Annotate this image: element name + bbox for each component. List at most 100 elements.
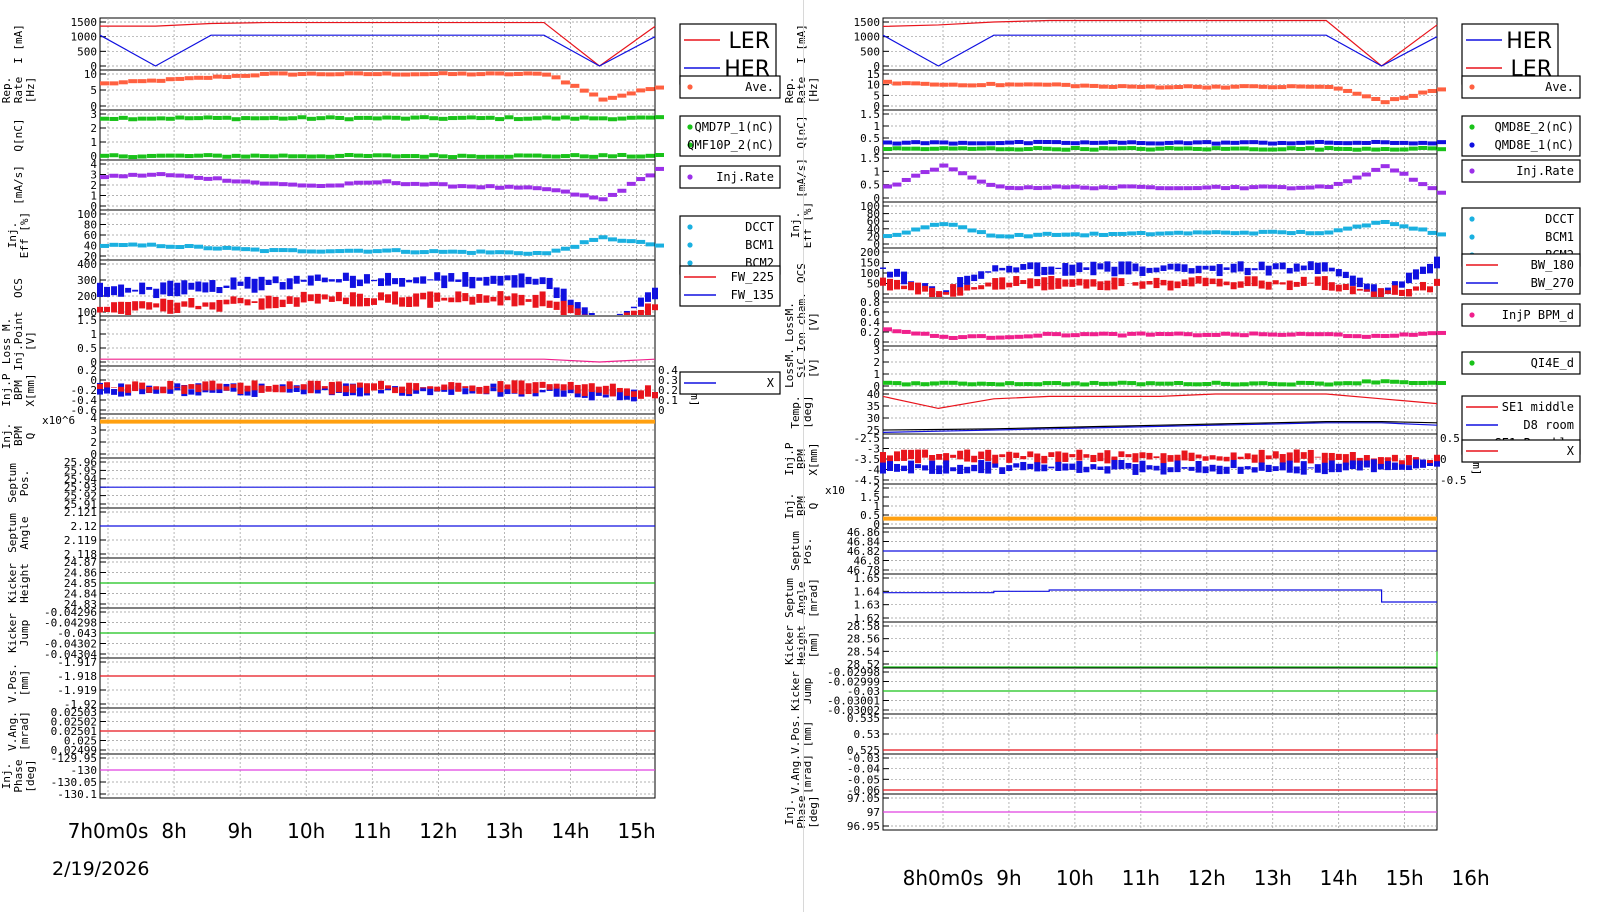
series-dot: [495, 250, 505, 255]
y-tick-label: 20: [84, 250, 97, 263]
legend-swatch: [1469, 216, 1475, 222]
series-dot: [1042, 231, 1052, 236]
series-dot: [589, 154, 599, 159]
panel-frame: [882, 753, 1438, 795]
series-dot: [920, 382, 930, 387]
series-dot: [1267, 332, 1277, 337]
series-dot: [1361, 146, 1371, 151]
y-tick-label: 4: [90, 412, 97, 425]
series-dot: [645, 87, 655, 92]
x-tick-label: 9h: [227, 819, 252, 843]
series-dot: [892, 232, 902, 237]
series-dot: [1089, 231, 1099, 236]
date-label: 2/19/2026: [52, 858, 150, 880]
series-dot: [203, 153, 213, 158]
series-dot: [1202, 382, 1212, 387]
y-tick-label: -0.2: [71, 384, 98, 397]
series-dot: [1286, 231, 1296, 236]
series-dot: [1427, 88, 1437, 93]
series-dot: [1239, 382, 1249, 387]
series-line: [883, 758, 1438, 791]
y-tick-label: 2: [873, 482, 880, 495]
series-dot: [495, 154, 505, 159]
y-exponent: x10^6: [42, 414, 75, 427]
series-dot: [892, 182, 902, 187]
series-dot: [1408, 146, 1418, 151]
y-axis-label: [V]: [24, 331, 37, 351]
series-dot: [203, 75, 213, 80]
series-dot: [1418, 182, 1428, 187]
series-dot: [1164, 85, 1174, 90]
y-tick-label: 46.86: [847, 526, 880, 539]
series-dot: [1192, 230, 1202, 235]
series-dot: [1033, 146, 1043, 151]
y2-tick-label: 0.4: [658, 364, 678, 377]
y-tick-label: 25.95: [64, 464, 97, 477]
series-dot: [353, 153, 363, 158]
series-dot: [1352, 381, 1362, 386]
y-tick-label: 46.82: [847, 545, 880, 558]
y-tick-label: 0: [873, 60, 880, 73]
y-axis-label: Angle: [18, 516, 31, 549]
series-dot: [1249, 140, 1259, 145]
series-dot: [382, 115, 392, 120]
series-dot: [1296, 185, 1306, 190]
y-axis-label: [deg]: [801, 395, 814, 428]
series-dot: [1070, 333, 1080, 338]
series-dot: [1023, 185, 1033, 190]
y-axis-label: OCS: [795, 263, 808, 283]
series-dot: [1080, 382, 1090, 387]
series-dot: [1437, 87, 1446, 92]
y-tick-label: 80: [84, 219, 97, 232]
legend-box: [679, 115, 781, 157]
series-dot: [1277, 230, 1287, 235]
series-dot: [231, 246, 241, 251]
series-dot: [892, 141, 902, 146]
series-dot: [259, 249, 269, 254]
legend-swatch: [687, 124, 693, 130]
series-dot: [118, 115, 128, 120]
series-dot: [1127, 331, 1137, 336]
legend-swatch: [1469, 234, 1475, 240]
series-dot: [1267, 85, 1277, 90]
series-dot: [883, 327, 892, 332]
series-dot: [655, 85, 664, 90]
series-dot: [1296, 140, 1306, 145]
series-dot: [1408, 177, 1418, 182]
series-dot: [1230, 84, 1240, 89]
series-dot: [1070, 232, 1080, 237]
y-tick-label: 2.121: [64, 506, 97, 519]
y-tick-label: 40: [867, 388, 880, 401]
series-dot: [560, 154, 570, 159]
series-dot: [1089, 332, 1099, 337]
series-dot: [457, 71, 467, 76]
series-dot: [1061, 140, 1071, 145]
series-dot: [1418, 227, 1428, 232]
series-dot: [438, 249, 448, 254]
series-dot: [250, 116, 260, 121]
y-tick-label: 25.96: [64, 456, 97, 469]
y-axis-label: I [mA]: [12, 24, 25, 64]
series-dot: [1127, 381, 1137, 386]
series-dot: [1361, 140, 1371, 145]
y-tick-label: 0.525: [847, 744, 880, 757]
series-dot: [1399, 140, 1409, 145]
legend-label: Inj.Rate: [1516, 164, 1574, 178]
y-axis-label: V.Ang.: [789, 754, 802, 794]
series-dot: [504, 154, 514, 159]
y-tick-label: 60: [84, 229, 97, 242]
series-dot: [222, 178, 232, 183]
series-dot: [476, 72, 486, 77]
series-dot: [1164, 381, 1174, 386]
series-dot: [382, 153, 392, 158]
x-tick-label: 8h0m0s: [903, 866, 984, 890]
series-dot: [1427, 186, 1437, 191]
legend-swatch: [1469, 168, 1475, 174]
series-dot: [1005, 234, 1015, 239]
series-dot: [1380, 219, 1390, 224]
legend: Inj.Rate: [1461, 159, 1581, 183]
y-tick-label: 35: [867, 400, 880, 413]
